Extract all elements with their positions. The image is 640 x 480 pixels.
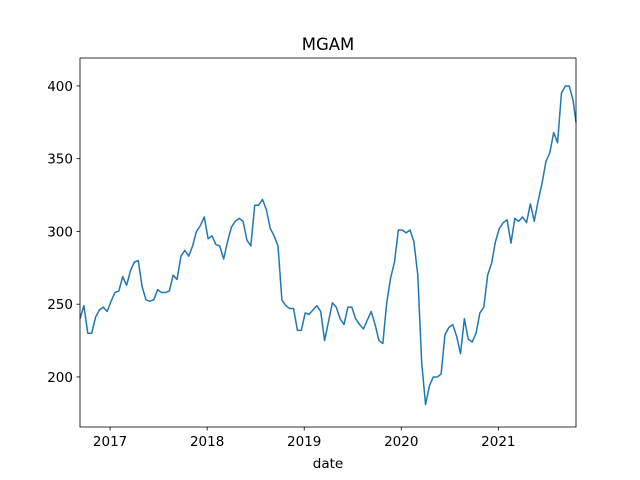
x-axis-label: date bbox=[313, 456, 343, 472]
x-tick-label: 2020 bbox=[384, 434, 418, 450]
x-tick-label: 2017 bbox=[93, 434, 127, 450]
x-tick-label: 2018 bbox=[190, 434, 224, 450]
plot-frame bbox=[79, 57, 577, 428]
y-tick-label: 250 bbox=[47, 297, 73, 313]
y-tick-label: 350 bbox=[47, 152, 73, 168]
y-tick-label: 300 bbox=[47, 224, 73, 240]
y-tick-label: 200 bbox=[47, 370, 73, 386]
x-tick-label: 2021 bbox=[481, 434, 515, 450]
x-tick-label: 2019 bbox=[287, 434, 321, 450]
y-tick-label: 400 bbox=[47, 79, 73, 95]
chart-title: MGAM bbox=[302, 35, 355, 54]
data-line bbox=[79, 85, 577, 406]
